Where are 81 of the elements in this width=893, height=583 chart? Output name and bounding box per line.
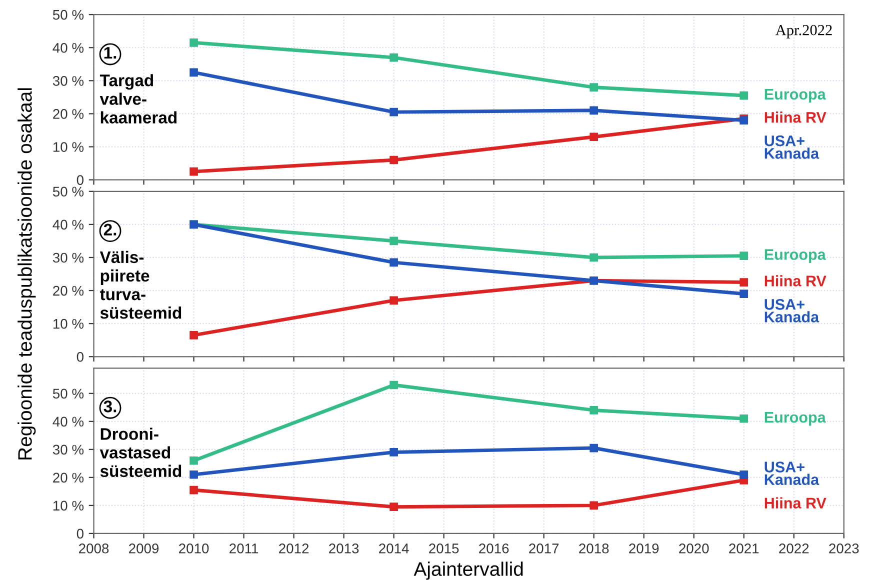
x-tick-label: 2011 [230,544,258,554]
point [390,448,398,456]
y-tick-label: 10 % [53,142,84,152]
point [390,380,398,390]
y-tick-label: 20 % [53,472,84,483]
point [590,253,598,262]
point [190,167,198,176]
point [390,108,398,116]
point [390,502,398,512]
x-tick-label: 2017 [529,544,559,554]
y-tick-label: 40 % [52,42,84,53]
point [390,53,398,62]
series-label: USA+ Kanada [764,462,820,486]
x-tick-label: 2015 [429,544,459,554]
annotation: Apr.2022 [775,24,832,38]
x-tick-label: 2021 [729,544,759,554]
x-tick-label: 2023 [829,544,859,554]
y-tick-label: 30 % [52,444,84,455]
y-tick-label: 50 % [52,10,84,20]
y-tick-label: 0 [76,175,84,185]
series-label: Hiina RV [764,275,826,286]
x-tick-label: 2008 [79,544,109,554]
x-tick-label: 2013 [329,544,359,554]
annotation: 3. [104,400,116,412]
y-tick-label: 30 % [52,76,84,86]
x-tick-label: 2009 [129,544,159,554]
x-tick-label: 2014 [379,544,409,554]
point [740,91,748,100]
point [740,278,748,286]
point [590,406,598,414]
y-tick-label: 30 % [52,252,84,263]
y-tick-label: 40 % [52,416,84,427]
point [190,470,198,479]
x-tick-label: 2020 [679,544,709,554]
y-tick-label: 0 [76,352,84,362]
series-label: Euroopa [764,249,826,263]
series-label: Euroopa [764,88,826,103]
y-tick-label: 20 % [53,109,84,119]
point [190,68,198,77]
point [190,456,198,465]
point [390,156,398,164]
x-tick-label: 2019 [629,544,659,554]
y-tick-label: 20 % [53,286,84,296]
point [390,258,398,267]
x-tick-label: 2010 [179,544,209,554]
series-label: Hiina RV [764,497,826,508]
x-axis-title: Ajaintervallid [414,562,523,580]
point [740,290,748,298]
point [390,296,398,305]
series-label: USA+ Kanada [764,299,820,322]
point [390,236,398,246]
annotation: 1. [104,47,116,59]
point [590,132,598,142]
y-axis-title: Regioonide teaduspublikatsioonide osakaal [18,88,36,460]
series-label: Hiina RV [764,112,826,123]
y-tick-label: 40 % [52,220,84,230]
x-tick-label: 2012 [279,544,309,554]
annotation: Targad valve- kaamerad [100,74,176,124]
series-label: Euroopa [764,412,826,426]
series-label: USA+ Kanada [764,135,820,159]
annotation: Välis- piirete turva- süsteemid [100,250,182,319]
annotation: Drooni- vastased süsteemid [100,428,182,478]
point [190,486,198,494]
y-tick-label: 50 % [52,388,84,399]
point [590,501,598,510]
point [190,330,198,340]
y-tick-label: 0 [76,528,84,539]
x-tick-label: 2022 [779,544,809,554]
point [590,444,598,452]
y-tick-label: 50 % [52,186,84,197]
x-tick-label: 2016 [479,544,509,554]
x-tick-label: 2018 [579,544,609,554]
y-tick-label: 10 % [53,500,84,511]
point [190,38,198,47]
y-tick-label: 10 % [53,318,84,329]
point [590,106,598,115]
point [740,470,748,479]
annotation: 2. [104,224,116,236]
point [590,83,598,92]
point [740,414,748,423]
point [740,252,748,260]
